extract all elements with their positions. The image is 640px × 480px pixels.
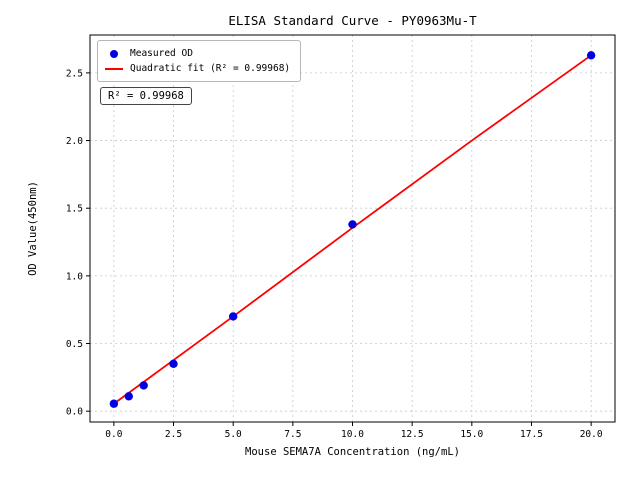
data-point bbox=[228, 312, 238, 321]
red-line-marker-icon bbox=[105, 67, 123, 70]
svg-text:2.5: 2.5 bbox=[165, 429, 182, 440]
data-point bbox=[109, 399, 119, 408]
blue-dot-marker-icon bbox=[110, 49, 118, 58]
data-point bbox=[348, 220, 357, 229]
svg-text:2.5: 2.5 bbox=[66, 68, 83, 79]
svg-text:2.0: 2.0 bbox=[66, 136, 83, 147]
legend-item-quadratic-fit: Quadratic fit (R² = 0.99968) bbox=[105, 61, 290, 76]
svg-text:17.5: 17.5 bbox=[520, 429, 543, 440]
svg-text:20.0: 20.0 bbox=[580, 429, 603, 440]
data-point bbox=[169, 359, 178, 369]
svg-text:7.5: 7.5 bbox=[284, 429, 301, 440]
svg-text:5.0: 5.0 bbox=[225, 429, 242, 440]
y-axis-label: OD Value(450nm) bbox=[27, 181, 39, 276]
tick-labels: 0.0 2.5 5.0 7.5 10.0 12.5 15.0 17.5 20.0 0.0 0.5 1.… bbox=[66, 68, 603, 440]
x-axis-label: Mouse SEMA7A Concentration (ng/mL) bbox=[245, 446, 460, 458]
svg-text:12.5: 12.5 bbox=[401, 429, 424, 440]
chart-title: ELISA Standard Curve - PY0963Mu-T bbox=[228, 13, 477, 28]
svg-text:15.0: 15.0 bbox=[460, 429, 483, 440]
tick-marks bbox=[86, 72, 592, 426]
legend-label-measured-od: Measured OD bbox=[130, 48, 193, 59]
svg-text:1.5: 1.5 bbox=[66, 204, 83, 215]
svg-text:0.0: 0.0 bbox=[105, 429, 122, 440]
data-point bbox=[139, 381, 148, 390]
data-point bbox=[124, 392, 133, 401]
svg-text:1.0: 1.0 bbox=[66, 271, 83, 282]
legend-label-quadratic-fit: Quadratic fit (R² = 0.99968) bbox=[130, 63, 291, 74]
legend-item-measured-od: Measured OD bbox=[105, 46, 290, 61]
scatter-points bbox=[109, 51, 596, 408]
svg-text:0.0: 0.0 bbox=[66, 407, 83, 418]
data-point bbox=[586, 51, 596, 60]
svg-text:0.5: 0.5 bbox=[66, 339, 83, 350]
svg-text:10.0: 10.0 bbox=[341, 429, 364, 440]
r-squared-annotation: R² = 0.99968 bbox=[100, 87, 192, 105]
legend: Measured OD Quadratic fit (R² = 0.99968) bbox=[97, 40, 302, 82]
